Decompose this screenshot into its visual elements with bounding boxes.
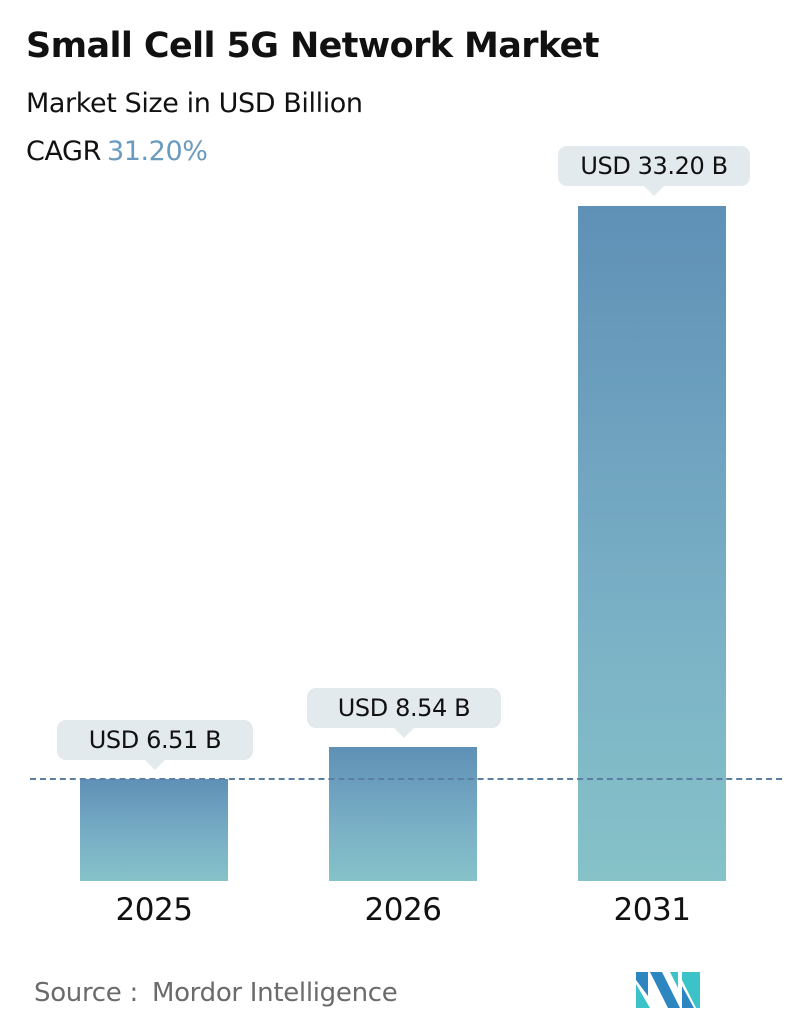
bar-2025 [80,779,228,881]
chart-title: Small Cell 5G Network Market [26,26,600,66]
reference-dashed-line [30,778,782,780]
cagr-label: CAGR [26,136,101,167]
bar-2026 [329,747,477,881]
source-label: Source : [34,978,138,1008]
cagr-annotation: CAGR 31.20% [26,136,208,167]
x-label-2031: 2031 [613,892,691,928]
chart-subtitle: Market Size in USD Billion [26,88,363,119]
value-label-2026: USD 8.54 B [307,688,501,728]
cagr-value: 31.20% [106,136,208,167]
value-label-2031: USD 33.20 B [558,146,750,186]
source-credit: Source : Mordor Intelligence [34,978,398,1008]
value-label-2025: USD 6.51 B [57,720,253,760]
bar-2031 [578,206,726,881]
mordor-intelligence-logo-icon [636,972,700,1008]
x-label-2025: 2025 [115,892,193,928]
x-label-2026: 2026 [364,892,442,928]
source-name: Mordor Intelligence [151,978,398,1008]
